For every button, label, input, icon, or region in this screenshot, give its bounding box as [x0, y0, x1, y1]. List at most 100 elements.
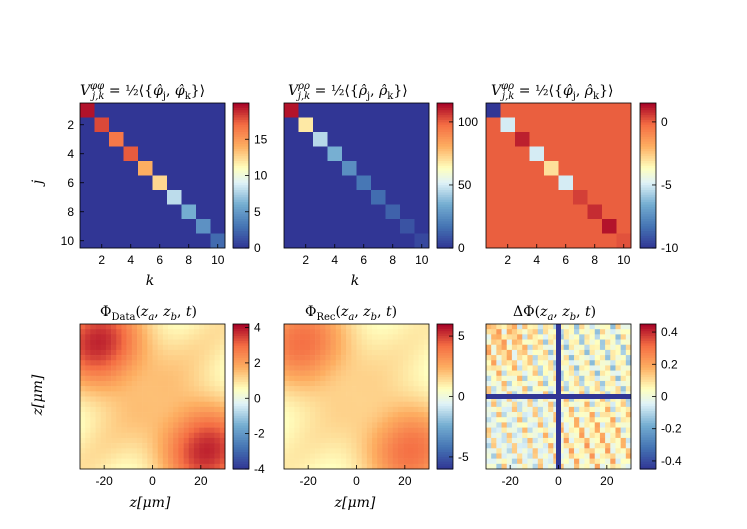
field-cell	[501, 401, 508, 408]
field-cell	[152, 370, 158, 377]
field-cell	[397, 365, 404, 371]
field-cell	[90, 458, 96, 465]
field-cell	[162, 334, 169, 340]
field-cell	[522, 401, 528, 408]
field-cell	[351, 432, 357, 439]
colorbar-segment	[233, 415, 249, 419]
x-tick-label: 4	[533, 253, 540, 267]
field-cell	[605, 349, 611, 356]
matrix-cell	[313, 190, 328, 205]
field-cell	[131, 370, 138, 377]
field-cell	[408, 349, 414, 356]
matrix-cell	[500, 219, 516, 234]
matrix-cell	[123, 204, 139, 220]
field-cell	[579, 370, 585, 377]
field-cell	[548, 370, 554, 377]
field-cell	[320, 334, 326, 340]
field-cell	[558, 334, 564, 340]
field-cell	[340, 417, 347, 423]
field-cell	[506, 412, 513, 418]
field-cell	[423, 380, 430, 387]
field-cell	[599, 401, 606, 408]
field-cell	[142, 360, 148, 366]
field-cell	[605, 417, 611, 423]
field-cell	[209, 412, 215, 418]
field-cell	[152, 406, 158, 413]
field-cell	[501, 422, 508, 428]
field-cell	[625, 458, 632, 465]
field-cell	[320, 349, 326, 356]
field-cell	[304, 458, 311, 465]
ylabel-z: z[μm]	[30, 374, 46, 416]
matrix-cell	[342, 132, 357, 147]
field-cell	[209, 463, 215, 470]
field-cell	[506, 463, 513, 470]
field-cell	[116, 443, 122, 449]
field-cell	[90, 432, 96, 439]
field-cell	[142, 463, 148, 470]
field-cell	[486, 412, 492, 418]
field-cell	[199, 365, 205, 371]
field-cell	[152, 396, 158, 402]
field-cell	[413, 329, 419, 335]
colorbar-segment	[437, 466, 453, 470]
matrix-cell	[342, 219, 357, 234]
diagonal-cell	[529, 146, 545, 162]
colorbar-tick-label: -5	[661, 178, 672, 192]
field-cell	[346, 375, 352, 382]
field-cell	[558, 432, 564, 439]
field-cell	[209, 329, 215, 335]
field-cell	[142, 386, 148, 392]
field-cell	[615, 448, 621, 454]
field-cell	[413, 432, 419, 439]
field-cell	[382, 427, 388, 434]
colorbar-tick-label: -4	[254, 462, 265, 476]
field-cell	[599, 339, 606, 346]
field-cell	[95, 448, 102, 454]
field-cell	[147, 417, 153, 423]
field-cell	[372, 448, 378, 454]
field-cell	[173, 329, 179, 335]
field-cell	[325, 344, 331, 351]
matrix-cell	[210, 190, 226, 205]
field-cell	[340, 396, 347, 402]
field-cell	[558, 412, 564, 418]
heatmap-top-right: 2 4 6 8 10	[485, 102, 632, 267]
field-cell	[142, 391, 148, 397]
colorbar-segment	[437, 425, 453, 429]
field-cell	[382, 386, 388, 392]
field-cell	[537, 437, 544, 444]
matrix-cell	[138, 219, 153, 234]
field-cell	[136, 334, 143, 340]
field-cell	[325, 365, 331, 371]
field-cell	[486, 334, 492, 340]
field-cell	[346, 422, 352, 428]
matrix-cell	[196, 175, 211, 191]
field-cell	[85, 463, 91, 470]
field-cell	[574, 443, 580, 449]
field-cell	[532, 370, 539, 377]
field-cell	[589, 375, 596, 382]
matrix-cell	[515, 219, 530, 234]
colorbar-segment	[640, 420, 656, 424]
field-cell	[304, 334, 311, 340]
field-cell	[121, 422, 127, 428]
matrix-cell	[400, 132, 415, 147]
field-cell	[193, 463, 200, 470]
matrix-cell	[167, 146, 182, 162]
field-cell	[209, 458, 215, 465]
field-cell	[131, 443, 138, 449]
field-cell	[537, 422, 544, 428]
field-cell	[315, 432, 321, 439]
field-cell	[214, 406, 221, 413]
field-cell	[157, 380, 164, 387]
field-cell	[542, 463, 549, 470]
matrix-cell	[80, 175, 95, 191]
field-cell	[193, 339, 200, 346]
colorbar-segment	[233, 136, 249, 140]
matrix-cell	[414, 219, 430, 234]
field-cell	[501, 417, 508, 423]
field-cell	[356, 401, 362, 408]
field-cell	[188, 432, 195, 439]
field-cell	[620, 339, 627, 346]
